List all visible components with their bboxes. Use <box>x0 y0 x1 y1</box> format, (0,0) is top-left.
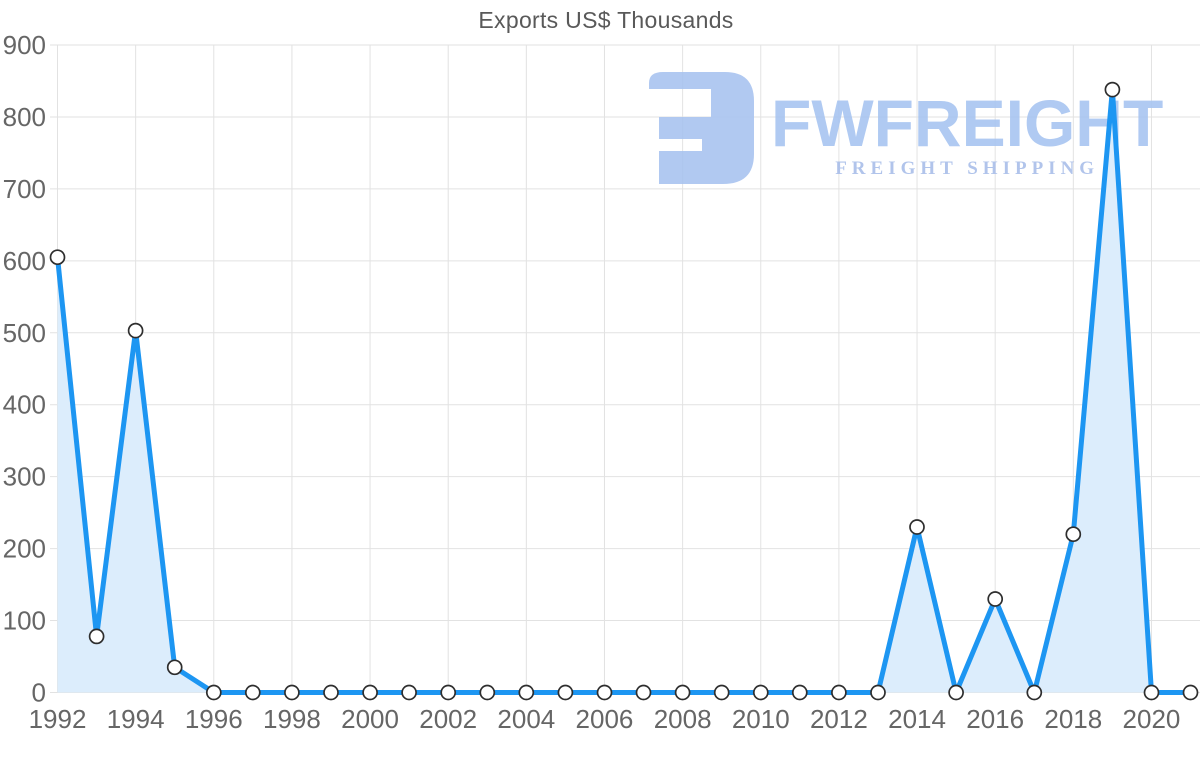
data-point-2017[interactable] <box>1026 684 1043 701</box>
y-tick-label: 100 <box>3 606 46 636</box>
x-tick-label: 2016 <box>966 704 1024 734</box>
x-tick-label: 2014 <box>888 704 946 734</box>
data-point-2003[interactable] <box>479 684 496 701</box>
data-point-2013[interactable] <box>870 684 886 701</box>
chart-title: Exports US$ Thousands <box>478 7 734 33</box>
y-tick-label: 900 <box>3 30 46 60</box>
x-tick-label: 2012 <box>810 704 868 734</box>
data-point-2009[interactable] <box>713 684 730 701</box>
data-point-2006[interactable] <box>596 684 613 701</box>
data-point-2004[interactable] <box>518 684 535 701</box>
series-line <box>55 87 1193 695</box>
x-tick-label: 1996 <box>185 704 243 734</box>
data-point-1993[interactable] <box>88 628 105 645</box>
y-tick-label: 500 <box>3 318 46 348</box>
x-tick-label: 2000 <box>341 704 399 734</box>
data-point-2019[interactable] <box>1104 81 1121 98</box>
data-point-2014[interactable] <box>909 519 925 535</box>
x-tick-label: 2008 <box>654 704 712 734</box>
data-point-1997[interactable] <box>244 684 261 701</box>
data-point-2005[interactable] <box>557 684 574 701</box>
data-point-1999[interactable] <box>323 684 339 701</box>
data-point-2015[interactable] <box>948 684 964 701</box>
data-point-2020[interactable] <box>1143 684 1160 701</box>
y-tick-label: 300 <box>3 462 46 492</box>
watermark-text: FWFREIGHT FREIGHT SHIPPING <box>771 71 1163 180</box>
x-tick-label: 1994 <box>107 704 165 734</box>
x-tick-label: 2004 <box>497 704 555 734</box>
data-point-1994[interactable] <box>127 322 144 339</box>
fwfreight-logo-icon <box>649 72 754 184</box>
x-tick-label: 2002 <box>419 704 477 734</box>
x-tick-label: 2018 <box>1044 704 1102 734</box>
data-point-2011[interactable] <box>791 684 808 701</box>
y-tick-label: 700 <box>3 174 46 204</box>
data-point-2016[interactable] <box>987 591 1004 607</box>
y-tick-label: 0 <box>32 678 46 708</box>
data-point-2001[interactable] <box>401 684 417 701</box>
data-point-2002[interactable] <box>440 684 457 701</box>
data-point-1996[interactable] <box>205 684 222 701</box>
x-tick-label: 2010 <box>732 704 790 734</box>
y-tick-label: 600 <box>3 246 46 276</box>
series-area <box>57 89 1191 693</box>
watermark-tagline: FREIGHT SHIPPING <box>835 158 1100 179</box>
watermark-brand: FWFREIGHT <box>771 86 1164 160</box>
x-tick-label: 2006 <box>576 704 634 734</box>
x-tick-label: 2020 <box>1123 704 1181 734</box>
y-tick-label: 200 <box>3 534 46 564</box>
x-tick-label: 1992 <box>29 704 87 734</box>
data-point-2007[interactable] <box>635 684 652 701</box>
x-tick-label: 1998 <box>263 704 321 734</box>
data-point-2010[interactable] <box>752 684 769 701</box>
data-point-1995[interactable] <box>166 659 183 676</box>
data-point-2012[interactable] <box>831 684 847 701</box>
data-point-2000[interactable] <box>362 684 378 701</box>
data-point-2008[interactable] <box>674 684 691 701</box>
y-tick-label: 400 <box>3 390 46 420</box>
data-point-1998[interactable] <box>284 684 300 701</box>
data-point-1992[interactable] <box>49 249 66 266</box>
watermark: FWFREIGHT FREIGHT SHIPPING <box>647 71 1163 184</box>
data-point-2021[interactable] <box>1182 684 1199 701</box>
y-tick-label: 800 <box>3 102 46 132</box>
data-point-2018[interactable] <box>1065 526 1082 543</box>
